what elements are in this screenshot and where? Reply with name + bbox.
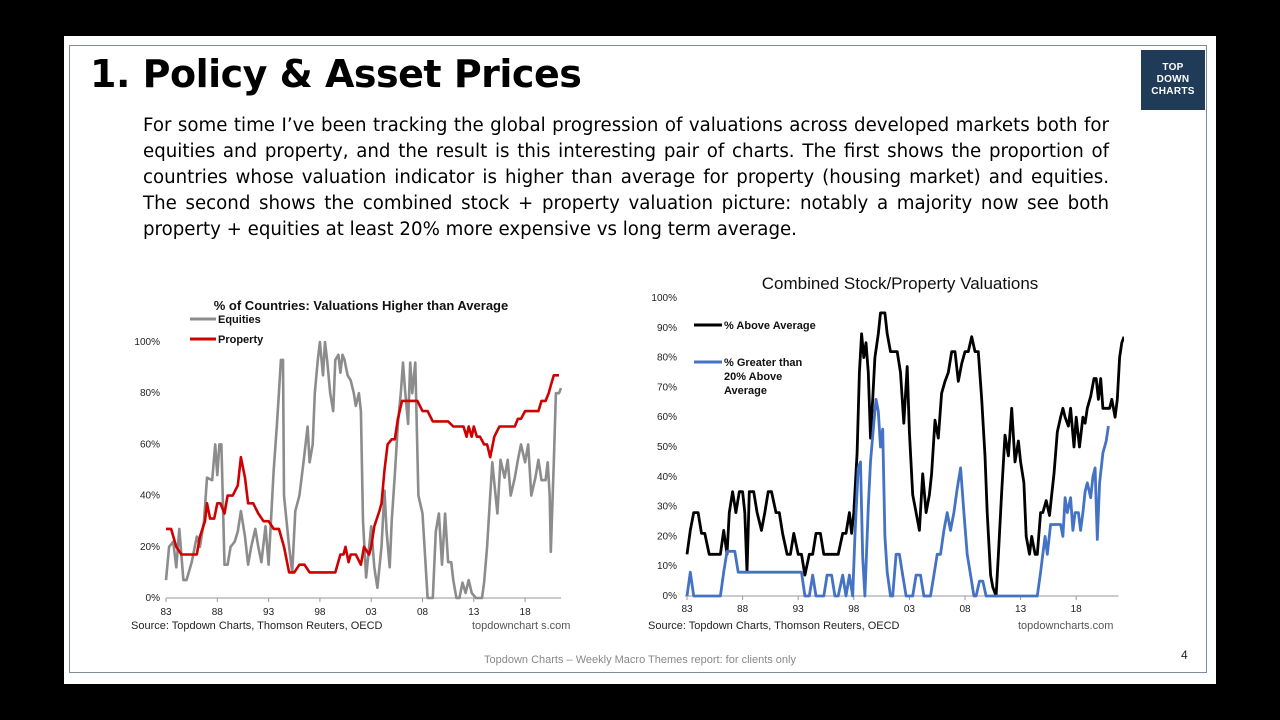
chart1-legend-label-1: Equities bbox=[218, 314, 261, 326]
topdown-charts-logo: TOP DOWN CHARTS bbox=[1141, 50, 1205, 110]
intro-paragraph: For some time I’ve been tracking the glo… bbox=[143, 115, 1109, 240]
chart2-x-tick-label: 88 bbox=[737, 604, 749, 615]
combined-stock-property-valuations-chart: Combined Stock/Property Valuations 0% 10% 2… bbox=[644, 266, 1124, 626]
chart2-x-tick-label: 93 bbox=[793, 604, 805, 615]
chart1-series-line-1 bbox=[164, 340, 563, 600]
chart2-series-line-1 bbox=[685, 311, 1124, 598]
chart2-x-tick-label: 83 bbox=[681, 604, 693, 615]
logo-line-3: CHARTS bbox=[1151, 86, 1195, 97]
chart1-x-tick-label: 08 bbox=[417, 607, 429, 618]
chart1-y-tick-label: 20% bbox=[140, 542, 160, 553]
chart2-title: Combined Stock/Property Valuations bbox=[762, 274, 1039, 293]
slide-title: 1. Policy & Asset Prices bbox=[90, 52, 582, 96]
chart2-x-tick-label: 08 bbox=[959, 604, 971, 615]
chart2-source: Source: Topdown Charts, Thomson Reuters,… bbox=[648, 620, 900, 632]
chart1-y-tick-label: 100% bbox=[134, 337, 160, 348]
chart2-legend-label-2: % Greater than 20% Above Average bbox=[724, 357, 803, 397]
chart1-legend-label-2: Property bbox=[218, 334, 264, 346]
chart2-legend-label-line: % Greater than bbox=[724, 357, 803, 369]
chart1-x-tick-label: 18 bbox=[520, 607, 532, 618]
chart2-legend-label-line: Average bbox=[724, 385, 767, 397]
chart1-series-line-2 bbox=[166, 374, 559, 574]
page-number: 4 bbox=[1181, 648, 1188, 662]
chart1-svg: % of Countries: Valuations Higher than A… bbox=[134, 298, 563, 618]
slide-frame bbox=[69, 45, 1207, 673]
slide: 1. Policy & Asset Prices TOP DOWN CHARTS… bbox=[64, 36, 1216, 684]
chart1-title: % of Countries: Valuations Higher than A… bbox=[214, 298, 508, 313]
chart1-y-tick-label: 60% bbox=[140, 439, 160, 450]
chart2-svg: Combined Stock/Property Valuations 0% 10% 2… bbox=[651, 274, 1124, 615]
chart2-x-tick-label: 03 bbox=[904, 604, 916, 615]
chart1-source: Source: Topdown Charts, Thomson Reuters,… bbox=[131, 620, 383, 632]
chart2-y-tick-label: 40% bbox=[657, 472, 677, 483]
chart2-y-tick-label: 10% bbox=[657, 561, 677, 572]
chart2-x-tick-label: 13 bbox=[1015, 604, 1027, 615]
chart2-y-tick-label: 80% bbox=[657, 353, 677, 364]
chart2-y-tick-label: 0% bbox=[663, 591, 678, 602]
chart2-y-tick-label: 100% bbox=[651, 293, 677, 304]
chart2-x-tick-label: 98 bbox=[848, 604, 860, 615]
chart1-x-tick-label: 88 bbox=[212, 607, 224, 618]
chart2-site: topdowncharts.com bbox=[1018, 620, 1114, 632]
chart2-x-tick-label: 18 bbox=[1071, 604, 1083, 615]
chart2-y-tick-label: 60% bbox=[657, 412, 677, 423]
chart1-y-tick-label: 0% bbox=[146, 593, 161, 604]
logo-line-2: DOWN bbox=[1156, 74, 1190, 85]
logo-line-1: TOP bbox=[1162, 62, 1184, 73]
chart2-y-tick-label: 30% bbox=[657, 502, 677, 513]
chart1-x-tick-label: 03 bbox=[366, 607, 378, 618]
chart1-x-tick-label: 98 bbox=[314, 607, 326, 618]
chart1-x-tick-label: 83 bbox=[160, 607, 172, 618]
chart1-site: topdownchart s.com bbox=[472, 620, 571, 632]
chart1-y-tick-label: 40% bbox=[140, 491, 160, 502]
chart1-x-tick-label: 13 bbox=[468, 607, 480, 618]
chart2-legend-label-line: 20% Above bbox=[724, 371, 782, 383]
valuations-higher-than-average-chart: % of Countries: Valuations Higher than A… bbox=[126, 291, 576, 631]
chart2-y-tick-label: 50% bbox=[657, 442, 677, 453]
chart2-series-line-2 bbox=[685, 397, 1110, 598]
chart2-y-tick-label: 70% bbox=[657, 382, 677, 393]
slide-footer: Topdown Charts – Weekly Macro Themes rep… bbox=[483, 654, 796, 666]
chart1-y-tick-label: 80% bbox=[140, 388, 160, 399]
chart2-y-tick-label: 20% bbox=[657, 531, 677, 542]
chart1-x-tick-label: 93 bbox=[263, 607, 275, 618]
chart2-legend-label-1: % Above Average bbox=[724, 320, 816, 332]
chart2-y-tick-label: 90% bbox=[657, 323, 677, 334]
